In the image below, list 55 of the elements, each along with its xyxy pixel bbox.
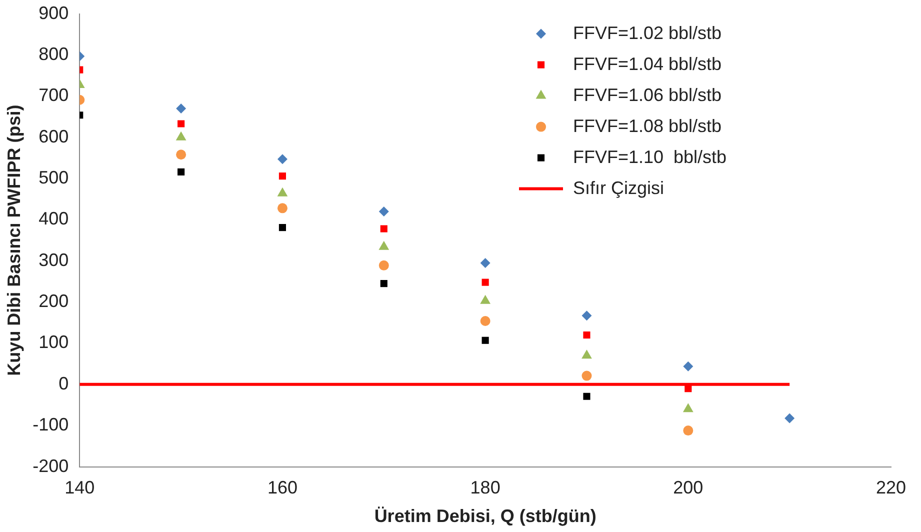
point	[482, 278, 489, 286]
point	[380, 225, 388, 232]
point	[378, 240, 390, 250]
point	[582, 350, 592, 359]
y-tick-label: 200	[38, 291, 69, 312]
x-tick-label: 220	[876, 478, 906, 498]
y-tick-label: 100	[38, 332, 69, 352]
y-tick-label: 400	[38, 208, 69, 229]
y-tick-label: -200	[32, 456, 69, 476]
point	[683, 361, 694, 372]
y-axis-title: Kuyu Dibi Basıncı PWFIPR (psi)	[4, 104, 24, 376]
y-tick-label: -100	[32, 414, 69, 435]
legend-label: FFVF=1.04 bbl/stb	[573, 54, 722, 74]
point	[277, 203, 288, 214]
legend-label: FFVF=1.10 bbl/stb	[573, 146, 727, 167]
point	[583, 392, 590, 400]
legend-label: FFVF=1.08 bbl/stb	[573, 116, 722, 136]
point	[480, 316, 490, 326]
point	[278, 224, 286, 232]
x-tick-label: 200	[673, 478, 704, 498]
point	[176, 104, 186, 114]
point	[583, 331, 590, 339]
point	[277, 154, 288, 164]
x-tick-label: 180	[470, 478, 500, 498]
y-tick-label: 600	[38, 126, 69, 146]
point	[178, 120, 185, 128]
point	[784, 413, 795, 424]
legend-label: FFVF=1.06 bbl/stb	[573, 84, 722, 105]
point	[278, 172, 286, 180]
point	[482, 336, 489, 344]
legend-label: Sıfır Çizgisi	[573, 178, 664, 198]
point	[378, 206, 389, 216]
x-tick-label: 140	[64, 478, 95, 498]
point	[684, 385, 692, 392]
x-axis-title: Üretim Debisi, Q (stb/gün)	[374, 506, 596, 526]
point	[683, 426, 694, 436]
y-tick-label: 700	[38, 85, 69, 106]
y-tick-label: 900	[38, 2, 69, 23]
y-tick-label: 0	[58, 373, 69, 394]
point	[380, 280, 388, 288]
point	[176, 150, 186, 160]
y-tick-label: 300	[38, 250, 69, 270]
point	[378, 260, 389, 270]
point	[480, 294, 491, 304]
point	[682, 403, 694, 412]
point	[277, 187, 288, 196]
y-tick-label: 500	[38, 167, 69, 188]
point	[176, 131, 186, 140]
legend-label: FFVF=1.02 bbl/stb	[573, 22, 722, 43]
point	[582, 370, 592, 381]
x-tick-label: 160	[267, 478, 298, 498]
point	[480, 258, 490, 268]
point	[178, 168, 185, 176]
point	[582, 310, 592, 321]
y-tick-label: 800	[38, 44, 69, 64]
